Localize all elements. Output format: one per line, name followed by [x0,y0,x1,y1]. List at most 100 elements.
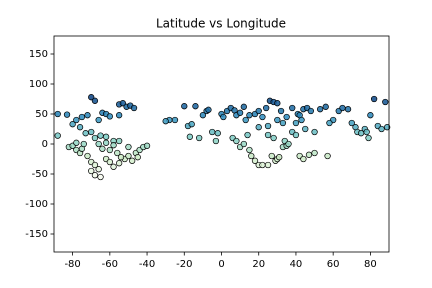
plot-frame [53,35,390,253]
point [69,121,76,128]
point [82,130,89,137]
point [73,139,80,146]
point [205,106,212,113]
point [324,152,331,160]
point [80,140,87,148]
point [264,122,272,130]
point [63,111,71,118]
point [88,128,95,136]
x-tick-label: -20 [176,259,192,270]
point [192,103,199,110]
y-tick-label: -100 [25,199,48,210]
y-tick-label: 100 [29,79,48,90]
point [292,131,300,139]
point [91,161,99,169]
point [264,161,272,169]
x-tick-label: 40 [290,259,303,270]
point [246,112,253,119]
point [311,128,318,136]
point [268,152,275,160]
point [115,112,123,119]
point [292,119,300,127]
point [339,104,346,112]
point [115,137,123,145]
point [307,107,314,115]
point [110,163,117,170]
point [97,173,104,181]
point [300,155,307,163]
x-tick-label: 20 [252,259,265,270]
point [322,103,329,110]
point [114,149,121,157]
point [143,142,151,149]
point [88,94,95,101]
point [162,118,169,125]
point [302,125,309,133]
point [279,119,287,127]
point [274,116,281,124]
point [285,140,292,148]
point [240,140,247,148]
x-tick-label: -40 [139,259,155,270]
point [106,113,113,120]
y-tick-label: 50 [35,109,48,120]
y-tick-label: -150 [25,229,48,240]
y-tick-label: 150 [29,49,48,60]
point [84,152,91,160]
point [110,142,117,149]
point [95,166,102,173]
chart-title: Latitude vs Longitude [156,17,286,31]
point [378,125,385,133]
point [188,121,195,128]
point [73,116,80,124]
y-tick-label: 0 [42,139,48,150]
point [212,137,220,145]
point [363,128,370,136]
point [84,112,91,119]
point [344,106,352,113]
point [289,104,296,112]
point [88,167,95,175]
point [196,134,203,142]
point [171,116,179,124]
point [365,134,372,142]
point [54,110,61,118]
point [259,161,266,169]
point [244,131,251,139]
point [277,107,285,115]
point [370,95,378,103]
point [220,113,227,121]
point [186,133,194,140]
point [236,109,244,116]
point [251,157,259,164]
point [102,139,110,146]
point [129,157,136,164]
point [326,119,333,127]
point [240,103,247,110]
point [209,128,216,136]
point [78,113,86,121]
point [134,154,141,161]
x-tick-label: -60 [102,259,118,270]
point [99,145,106,152]
point [214,130,221,137]
point [54,132,61,139]
x-tick-label: 80 [364,259,377,270]
point [119,100,127,107]
point [367,112,374,119]
point [283,113,290,121]
point [91,134,99,142]
point [246,146,253,154]
point [298,116,305,124]
point [276,154,283,161]
point [255,107,262,115]
point [130,104,138,112]
point [102,133,110,140]
point [348,119,355,127]
point [117,154,125,161]
point [305,151,313,158]
point [97,132,104,139]
point [95,116,102,124]
point [91,172,99,179]
